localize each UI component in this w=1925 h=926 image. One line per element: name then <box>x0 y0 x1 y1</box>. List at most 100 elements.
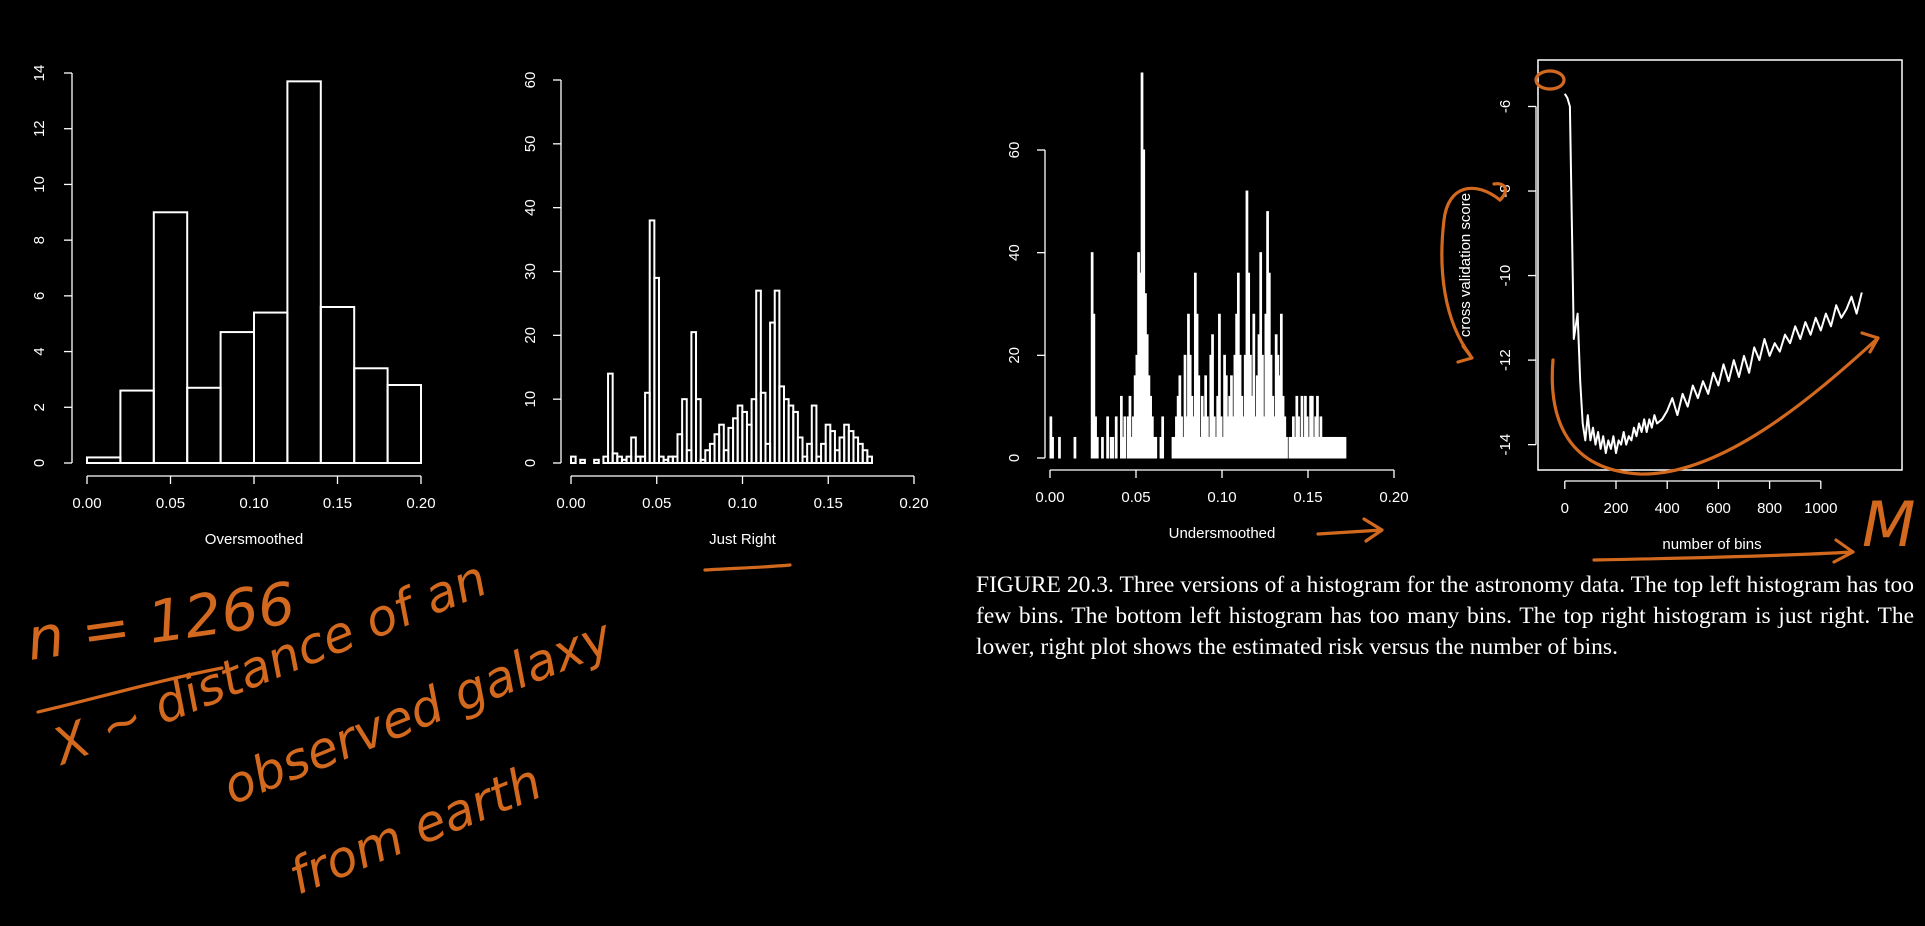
x-axis-title: number of bins <box>1662 536 1761 553</box>
y-tick-label: 30 <box>522 263 539 280</box>
histogram-bar <box>773 289 781 464</box>
x-tick-label: 0.05 <box>642 495 671 512</box>
just-right-underline <box>703 563 792 572</box>
histogram-bar <box>796 436 804 465</box>
x-tick-label: 0.20 <box>899 495 928 512</box>
histogram-bar <box>630 436 637 465</box>
histogram-bar <box>1092 313 1096 459</box>
histogram-bar <box>219 331 256 465</box>
x-tick-label: 400 <box>1655 500 1680 517</box>
histogram-bar <box>1120 395 1123 459</box>
x-tick-label: 0.15 <box>323 495 352 512</box>
x-tick-label: 0.20 <box>1379 489 1408 506</box>
annotation-n-underline <box>36 666 224 714</box>
y-tick-label: 0 <box>31 459 48 467</box>
histogram-bar <box>1343 436 1347 459</box>
y-tick-label: -12 <box>1497 349 1514 371</box>
histogram-bar <box>1300 395 1304 459</box>
histogram-bar <box>718 423 725 465</box>
histogram-bar <box>1128 395 1132 459</box>
plot-frame <box>1537 59 1903 471</box>
cv-score-line <box>1563 93 1863 455</box>
x-tick-label: 1000 <box>1804 500 1837 517</box>
histogram-bar <box>653 276 660 464</box>
y-tick-label: 14 <box>31 65 48 82</box>
y-tick-label: 8 <box>31 236 48 244</box>
histogram-bar <box>1310 395 1314 459</box>
histogram-bar <box>1252 313 1256 459</box>
y-tick-label: -10 <box>1497 265 1514 287</box>
histogram-bar <box>1197 375 1201 459</box>
x-tick-label: 0.05 <box>1121 489 1150 506</box>
y-tick-label: 60 <box>1006 142 1023 159</box>
y-tick-label: 20 <box>1006 347 1023 364</box>
histogram-bar <box>386 384 423 464</box>
histogram-bar <box>353 367 389 464</box>
histogram-bar <box>1218 313 1221 459</box>
histogram-bar <box>755 289 762 464</box>
y-tick-label: 2 <box>31 403 48 411</box>
histogram-bar <box>1316 395 1319 459</box>
ylabel-hook <box>1492 182 1507 202</box>
y-tick-label: -6 <box>1497 100 1514 113</box>
histogram-undersmoothed: 0.00 0.05 0.10 0.15 0.20 Undersmoothed 0 20 40 60 <box>1006 72 1409 542</box>
y-tick-label: -14 <box>1497 434 1514 456</box>
undersmoothed-arrow <box>1316 517 1384 543</box>
trend-curve <box>1550 331 1880 476</box>
first-point-circle <box>1534 69 1566 91</box>
histogram-bar <box>1161 416 1165 459</box>
y-tick-label: 0 <box>522 459 539 467</box>
y-tick-label: 4 <box>31 347 48 355</box>
annotation-m: M <box>1862 488 1916 561</box>
histogram-bar <box>866 455 873 465</box>
histogram-bar <box>152 211 189 464</box>
histogram-bar <box>1106 416 1109 459</box>
histogram-bar <box>1095 436 1099 459</box>
x-axis-title: Undersmoothed <box>1169 525 1276 542</box>
y-tick-label: 10 <box>522 391 539 408</box>
x-tick-label: 0.00 <box>1035 489 1064 506</box>
histogram-bar <box>253 311 289 465</box>
y-tick-label: 40 <box>522 199 539 216</box>
x-axis-title: Just Right <box>709 531 777 548</box>
y-axis-title: cross validation score <box>1457 193 1474 337</box>
histogram-bar <box>579 458 586 464</box>
histogram-bar <box>1058 436 1061 459</box>
x-tick-label: 0 <box>1561 500 1569 517</box>
histogram-bar <box>759 391 767 464</box>
figure-caption: FIGURE 20.3. Three versions of a histogr… <box>976 572 1914 660</box>
histogram-bar <box>1051 436 1054 459</box>
histogram-bar <box>1183 354 1187 459</box>
y-tick-label: 10 <box>31 176 48 193</box>
histogram-bar <box>1261 354 1264 459</box>
histogram-bar <box>319 306 356 464</box>
y-tick-label: 6 <box>31 292 48 300</box>
x-axis-title: Oversmoothed <box>205 531 303 548</box>
bins-arrow <box>1592 538 1855 564</box>
histogram-bar <box>286 80 322 464</box>
histogram-just-right: 0.00 0.05 0.10 0.15 0.20 Just Right 0 10 20 30 40 5… <box>522 72 929 548</box>
histogram-bar <box>1279 313 1283 459</box>
y-tick-label: 12 <box>31 120 48 137</box>
histogram-bar <box>1114 416 1118 459</box>
y-tick-label: 50 <box>522 135 539 152</box>
histogram-bar <box>829 430 836 465</box>
histogram-bar <box>186 386 222 464</box>
y-tick-label: 60 <box>522 72 539 89</box>
histogram-bar <box>119 389 155 465</box>
histogram-bar <box>810 404 818 464</box>
histogram-bar <box>1111 436 1115 459</box>
histogram-oversmoothed: 0.00 0.05 0.10 0.15 0.20 Oversmoothed 0 2 4 6 8 10 1… <box>31 65 436 548</box>
x-tick-label: 0.10 <box>728 495 757 512</box>
x-tick-label: 0.00 <box>72 495 101 512</box>
histogram-bar <box>681 398 688 464</box>
histogram-bar <box>1154 436 1158 459</box>
x-tick-label: 200 <box>1603 500 1628 517</box>
x-tick-label: 0.10 <box>1207 489 1236 506</box>
histogram-bar <box>607 372 614 464</box>
x-tick-label: 0.15 <box>1293 489 1322 506</box>
histogram-bar <box>1211 334 1214 459</box>
ylabel-bracket <box>1440 186 1502 364</box>
